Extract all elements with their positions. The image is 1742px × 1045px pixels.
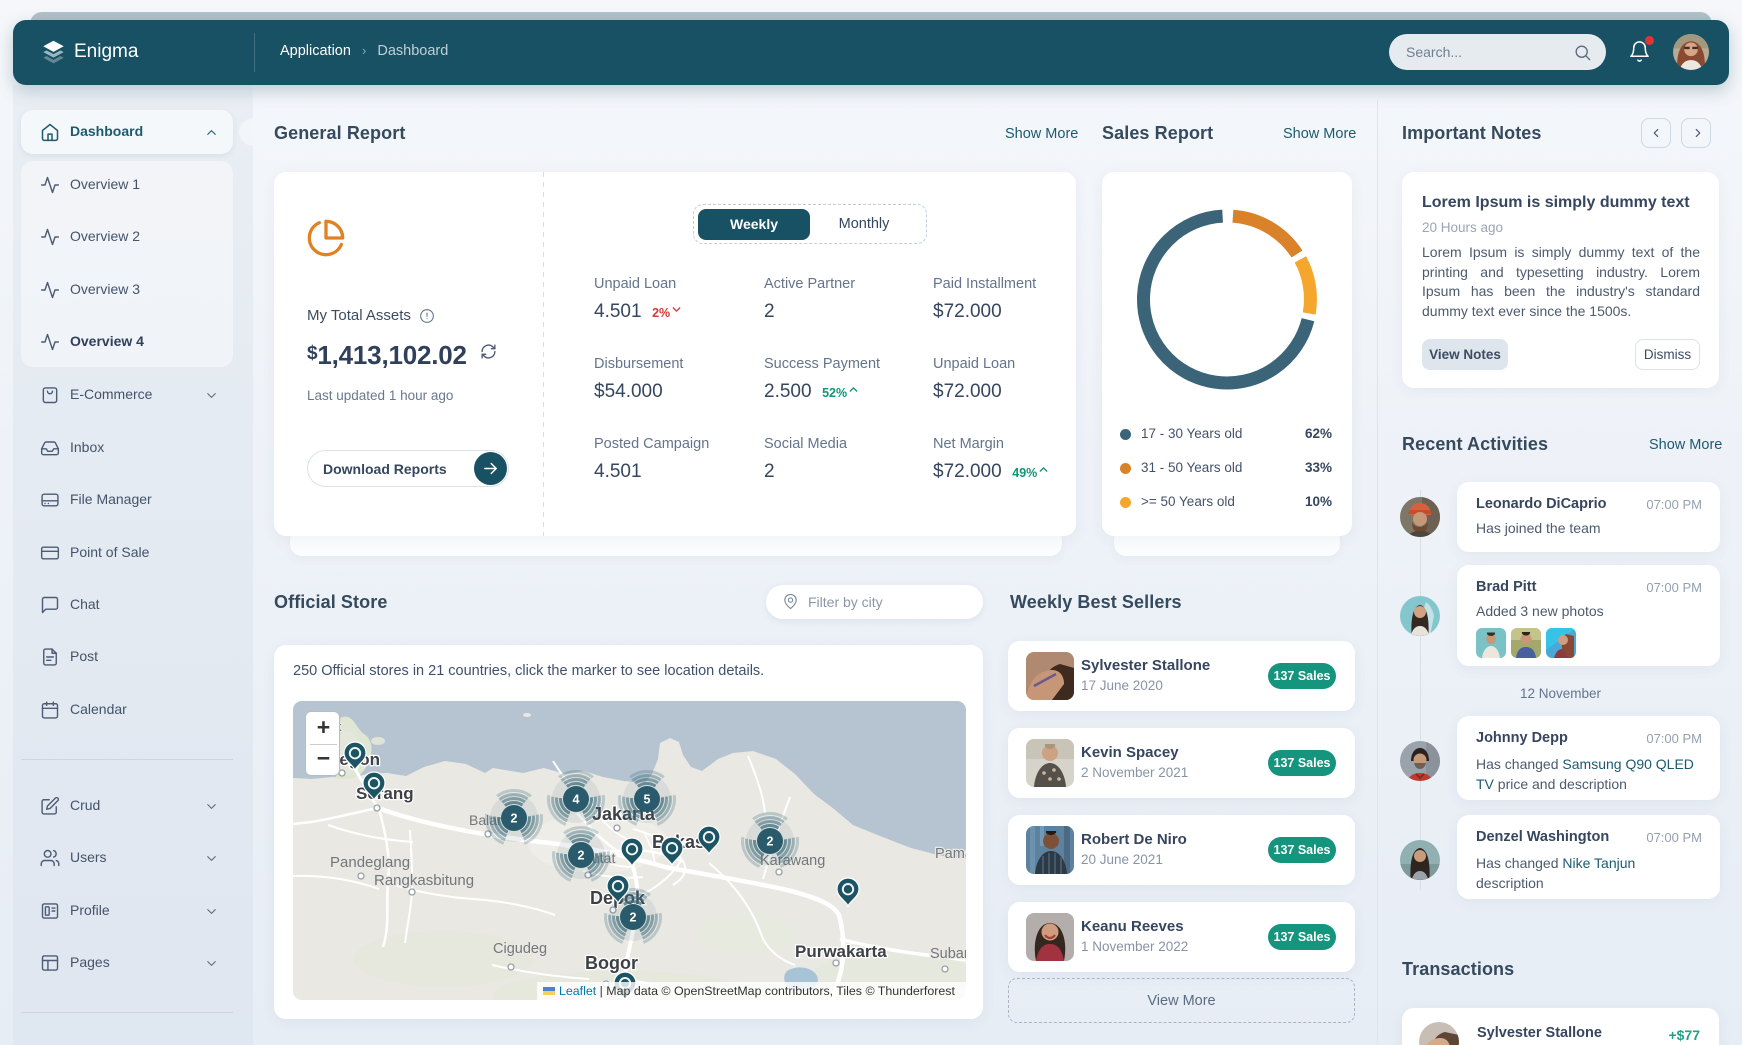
svg-text:Rangkasbitung: Rangkasbitung	[374, 872, 474, 889]
svg-text:4: 4	[573, 793, 580, 807]
svg-text:2: 2	[630, 911, 637, 925]
svg-text:Purwakarta: Purwakarta	[795, 942, 887, 961]
svg-text:2: 2	[767, 835, 774, 849]
svg-text:Bogor: Bogor	[585, 953, 638, 973]
svg-text:Pandeglang: Pandeglang	[330, 854, 410, 871]
svg-text:Cigudeg: Cigudeg	[493, 941, 547, 957]
svg-text:5: 5	[644, 793, 651, 807]
svg-text:Subang: Subang	[930, 946, 966, 962]
svg-text:2: 2	[578, 849, 585, 863]
svg-text:2: 2	[511, 812, 518, 826]
svg-text:Pama: Pama	[935, 846, 966, 862]
